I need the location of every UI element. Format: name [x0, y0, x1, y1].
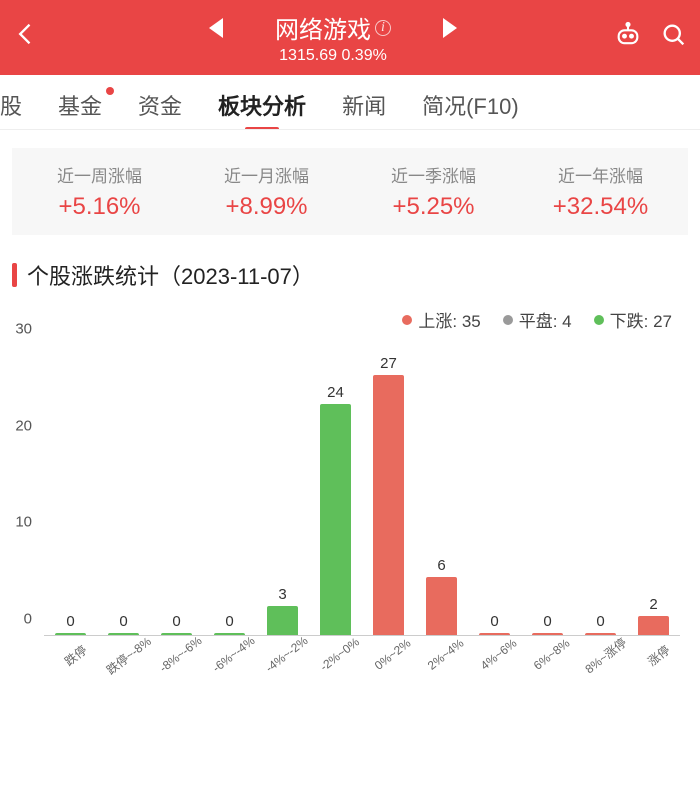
period-stat: 近一周涨幅 +5.16%	[16, 162, 183, 221]
chart-legend: 上涨: 35 平盘: 4 下跌: 27	[0, 301, 700, 340]
stat-label: 近一周涨幅	[16, 162, 183, 187]
index-value: 1315.69	[279, 47, 337, 64]
legend-text: 平盘: 4	[519, 307, 572, 332]
bar	[55, 633, 87, 635]
bar	[479, 633, 511, 635]
legend-item-up: 上涨: 35	[402, 307, 480, 332]
legend-item-flat: 平盘: 4	[503, 307, 572, 332]
period-stat: 近一年涨幅 +32.54%	[517, 162, 684, 221]
bar-value-label: 24	[327, 384, 344, 401]
bar-column: 0	[150, 346, 203, 635]
bar-value-label: 0	[119, 613, 127, 630]
notification-dot	[106, 87, 114, 95]
stat-value: +8.99%	[183, 193, 350, 221]
stat-value: +5.25%	[350, 193, 517, 221]
y-tick: 30	[15, 321, 32, 338]
bar-column: 0	[203, 346, 256, 635]
bar	[161, 633, 193, 635]
index-subline: 1315.69 0.39%	[279, 47, 387, 65]
back-icon[interactable]	[12, 20, 40, 55]
tab-股[interactable]: 股	[0, 89, 40, 121]
bar-value-label: 6	[437, 557, 445, 574]
bar-value-label: 0	[490, 613, 498, 630]
bar-value-label: 0	[596, 613, 604, 630]
section-title: 个股涨跌统计（2023-11-07）	[12, 259, 688, 291]
bar-column: 3	[256, 346, 309, 635]
distribution-chart: 0102030 00003242760002 跌停跌停~-8%-8%~-6%-6…	[0, 340, 700, 686]
bar-column: 24	[309, 346, 362, 635]
bar-value-label: 2	[649, 596, 657, 613]
tab-板块分析[interactable]: 板块分析	[200, 89, 324, 121]
x-axis-labels: 跌停跌停~-8%-8%~-6%-6%~-4%-4%~-2%-2%~0%0%~2%…	[44, 636, 680, 676]
period-stat: 近一季涨幅 +5.25%	[350, 162, 517, 221]
legend-text: 上涨: 35	[418, 307, 480, 332]
bar-column: 2	[627, 346, 680, 635]
legend-text: 下跌: 27	[610, 307, 672, 332]
bar	[267, 606, 299, 635]
bar	[532, 633, 564, 635]
tab-基金[interactable]: 基金	[40, 89, 120, 121]
tab-新闻[interactable]: 新闻	[324, 89, 404, 121]
bar-column: 0	[574, 346, 627, 635]
bar	[214, 633, 246, 635]
bar	[373, 375, 405, 635]
bar	[585, 633, 617, 635]
legend-dot-icon	[503, 315, 513, 325]
legend-dot-icon	[594, 315, 604, 325]
legend-item-down: 下跌: 27	[594, 307, 672, 332]
bar-value-label: 0	[225, 613, 233, 630]
stat-label: 近一年涨幅	[517, 162, 684, 187]
bar-value-label: 0	[172, 613, 180, 630]
bar	[320, 404, 352, 635]
stat-value: +32.54%	[517, 193, 684, 221]
robot-icon[interactable]	[614, 21, 642, 54]
bar	[638, 616, 670, 635]
next-stock-icon[interactable]	[443, 18, 457, 38]
section-title-text: 个股涨跌统计（2023-11-07）	[27, 259, 314, 291]
bar-column: 0	[468, 346, 521, 635]
search-icon[interactable]	[660, 21, 688, 54]
app-header: 网络游戏 i 1315.69 0.39%	[0, 0, 700, 75]
tab-简况(F10)[interactable]: 简况(F10)	[404, 89, 537, 121]
bar-value-label: 0	[543, 613, 551, 630]
prev-stock-icon[interactable]	[209, 18, 223, 38]
bar-column: 27	[362, 346, 415, 635]
bar-column: 0	[521, 346, 574, 635]
legend-dot-icon	[402, 315, 412, 325]
bar-column: 0	[97, 346, 150, 635]
stat-label: 近一季涨幅	[350, 162, 517, 187]
bar-column: 6	[415, 346, 468, 635]
period-stat: 近一月涨幅 +8.99%	[183, 162, 350, 221]
stat-value: +5.16%	[16, 193, 183, 221]
index-change: 0.39%	[341, 47, 386, 64]
y-tick: 10	[15, 514, 32, 531]
bar-column: 0	[44, 346, 97, 635]
tab-bar: 股基金资金板块分析新闻简况(F10)	[0, 75, 700, 130]
bar	[426, 577, 458, 635]
bar-value-label: 27	[380, 355, 397, 372]
tab-资金[interactable]: 资金	[120, 89, 200, 121]
stat-label: 近一月涨幅	[183, 162, 350, 187]
chart-plot-area: 0 0 0 0 3 24 27 6 0 0 0 2	[44, 346, 680, 636]
bar-value-label: 3	[278, 586, 286, 603]
title-text: 网络游戏	[275, 10, 371, 45]
bar-value-label: 0	[66, 613, 74, 630]
y-tick: 0	[24, 611, 32, 628]
y-axis: 0102030	[6, 346, 36, 636]
bar	[108, 633, 140, 635]
info-icon[interactable]: i	[375, 20, 391, 36]
period-stats-row: 近一周涨幅 +5.16%近一月涨幅 +8.99%近一季涨幅 +5.25%近一年涨幅 +3…	[12, 148, 688, 235]
y-tick: 20	[15, 417, 32, 434]
sector-title: 网络游戏 i	[275, 10, 391, 45]
x-tick-label: 涨停	[632, 632, 698, 696]
